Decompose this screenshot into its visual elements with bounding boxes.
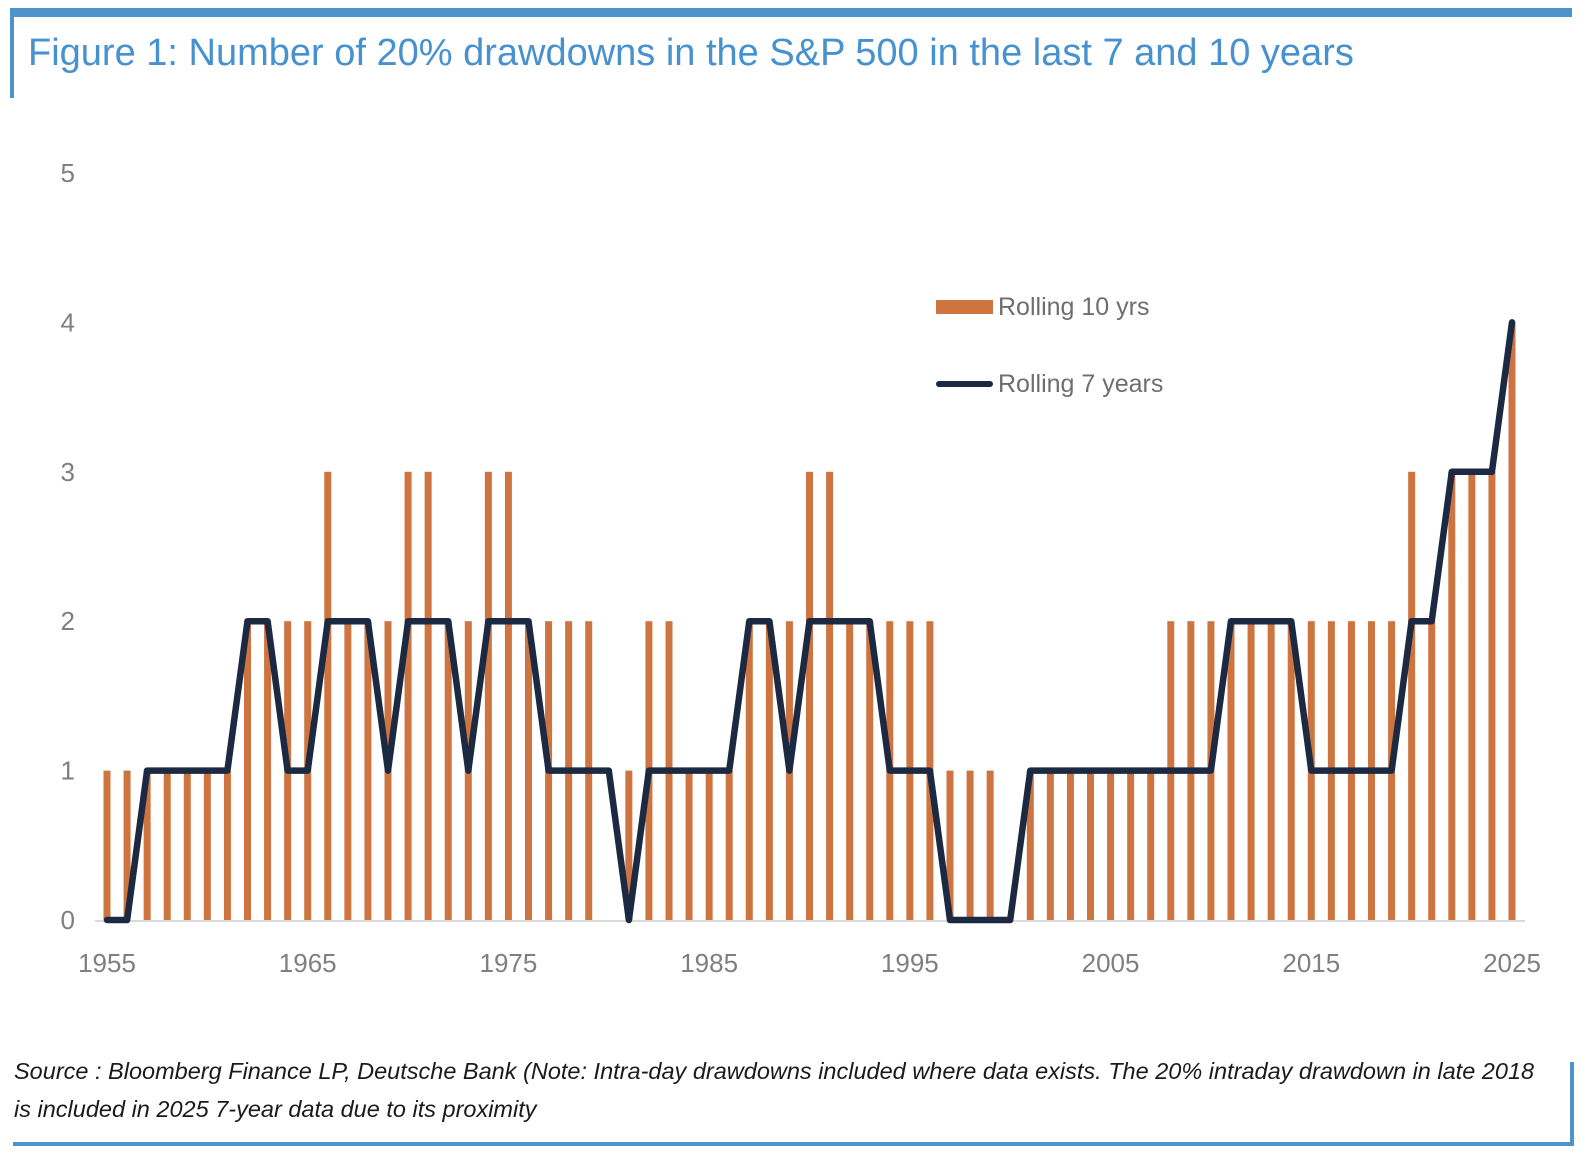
bar-1993 [866,621,874,920]
bar-1966 [324,471,332,920]
bar-1988 [765,621,773,920]
bar-1961 [223,770,231,920]
bar-2021 [1428,621,1436,920]
legend-item-rolling-10yrs: Rolling 10 yrs [936,292,1163,322]
legend-line-swatch [936,381,993,387]
bar-2004 [1087,770,1094,920]
bar-1970 [404,471,412,920]
rolling-7-years-line [103,319,1516,924]
top-border-bar [10,8,1572,17]
legend-line-label: Rolling 7 years [998,369,1164,398]
bar-2020 [1408,471,1416,920]
x-tick-label-1955: 1955 [78,948,136,978]
bar-2002 [1046,770,1054,920]
x-tick-label-1985: 1985 [680,948,738,978]
y-tick-label-3: 3 [61,457,75,487]
bar-1959 [183,770,191,920]
y-tick-label-0: 0 [61,905,75,935]
bar-1956 [123,770,131,920]
bar-1981 [625,770,633,920]
page-title: Figure 1: Number of 20% drawdowns in the… [28,32,1354,74]
source-note: Source : Bloomberg Finance LP, Deutsche … [14,1058,1535,1122]
bar-2012 [1247,621,1255,920]
x-tick-label-1995: 1995 [881,948,939,978]
x-tick-label-1965: 1965 [279,948,337,978]
bottom-border-line [13,1142,1573,1146]
bar-1992 [846,621,854,920]
y-tick-label-5: 5 [61,158,75,188]
bar-1984 [685,770,693,920]
bar-1975 [504,471,512,920]
bar-1958 [163,770,171,920]
x-tick-label-2025: 2025 [1483,948,1541,978]
y-tick-label-4: 4 [61,307,75,337]
bar-1960 [203,770,211,920]
bar-1991 [826,471,834,920]
bar-1986 [725,770,733,920]
title-left-accent-bar [10,8,14,98]
bar-1971 [424,471,432,920]
y-tick-label-2: 2 [61,606,75,636]
bar-1962 [244,621,251,920]
bar-1985 [705,770,713,920]
bar-2003 [1066,770,1074,920]
x-tick-label-2005: 2005 [1082,948,1140,978]
bar-1972 [444,621,452,920]
bar-2011 [1227,621,1235,920]
legend-bar-label: Rolling 10 yrs [998,292,1150,321]
bar-1967 [344,621,352,920]
bar-2007 [1147,770,1155,920]
bar-1976 [525,621,532,920]
bar-2005 [1107,770,1115,920]
bar-2013 [1267,621,1275,920]
bar-1974 [484,471,492,920]
bar-2023 [1468,471,1476,920]
legend-bar-swatch [936,300,993,314]
bar-1999 [986,770,994,920]
y-tick-label-1: 1 [61,756,75,786]
bar-1990 [806,471,813,920]
bar-2001 [1026,770,1034,920]
bar-1955 [103,770,111,920]
bar-2006 [1127,770,1135,920]
bar-1987 [745,621,753,920]
bar-2022 [1448,471,1456,920]
chart-legend: Rolling 10 yrs Rolling 7 years [936,292,1163,446]
drawdowns-chart: 0 1 2 3 4 5 1955 1965 1975 1985 1995 2005 2015 2025 [61,158,1541,978]
bar-1998 [966,770,974,920]
bar-1968 [364,621,372,920]
source-right-accent-bar [1570,1062,1574,1146]
bar-2025 [1508,322,1516,920]
x-tick-label-2015: 2015 [1282,948,1340,978]
bar-1963 [264,621,272,920]
bar-2014 [1287,621,1295,920]
legend-item-rolling-7years: Rolling 7 years [936,369,1163,399]
x-tick-label-1975: 1975 [480,948,538,978]
bar-1997 [946,770,954,920]
bar-1957 [143,770,151,920]
bar-2024 [1488,471,1496,920]
